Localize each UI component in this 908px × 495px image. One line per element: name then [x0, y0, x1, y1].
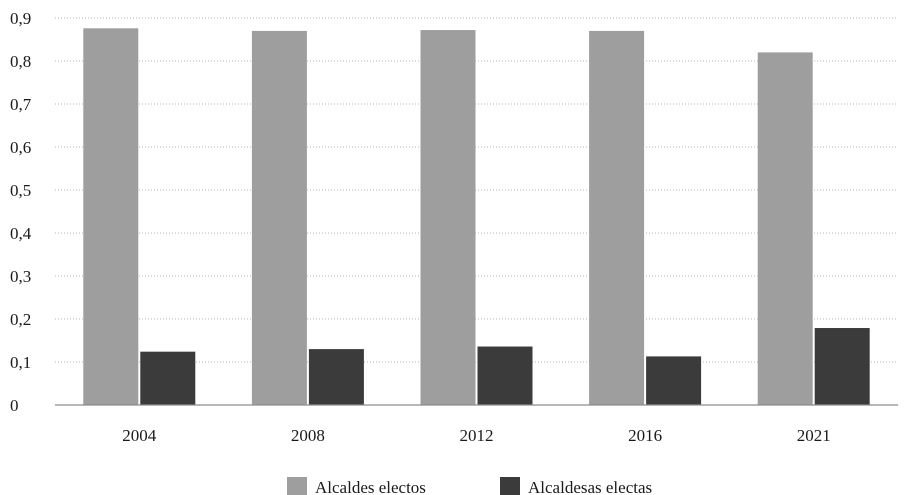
y-tick-label: 0,7: [10, 95, 32, 114]
bar-alcaldes-2021: [757, 52, 813, 406]
y-tick-label: 0,8: [10, 52, 31, 71]
y-tick-label: 0,9: [10, 9, 31, 28]
y-tick-label: 0,6: [10, 138, 31, 157]
bar-alcaldesas-2008: [308, 349, 364, 405]
bar-alcaldesas-2016: [646, 356, 702, 405]
bar-alcaldes-2008: [251, 30, 307, 406]
legend-swatch-alcaldesas: [500, 477, 520, 495]
bar-alcaldesas-2021: [814, 328, 870, 405]
bar-alcaldesas-2012: [477, 346, 533, 405]
x-axis-ticks: 2004 2008 2012 2016 2021: [122, 426, 830, 445]
x-tick-label: 2012: [460, 426, 494, 445]
legend-swatch-alcaldes: [287, 477, 307, 495]
x-tick-label: 2008: [291, 426, 325, 445]
y-tick-label: 0,3: [10, 267, 31, 286]
bar-alcaldes-2004: [83, 28, 139, 405]
y-tick-label: 0,2: [10, 310, 31, 329]
bars: [83, 28, 870, 406]
x-tick-label: 2021: [797, 426, 831, 445]
bar-alcaldes-2016: [589, 30, 645, 406]
y-tick-label: 0: [10, 396, 19, 415]
x-tick-label: 2004: [122, 426, 157, 445]
legend-label-alcaldesas: Alcaldesas electas: [528, 478, 652, 495]
y-tick-label: 0,5: [10, 181, 31, 200]
y-tick-label: 0,1: [10, 353, 31, 372]
y-tick-label: 0,4: [10, 224, 32, 243]
bar-alcaldesas-2004: [140, 351, 196, 405]
bar-alcaldes-2012: [420, 30, 476, 405]
y-axis-ticks: 0 0,1 0,2 0,3 0,4 0,5 0,6 0,7 0,8 0,9: [10, 9, 32, 415]
legend-label-alcaldes: Alcaldes electos: [315, 478, 426, 495]
legend: Alcaldes electos Alcaldesas electas: [287, 477, 652, 495]
x-tick-label: 2016: [628, 426, 662, 445]
gridlines: [55, 17, 898, 363]
